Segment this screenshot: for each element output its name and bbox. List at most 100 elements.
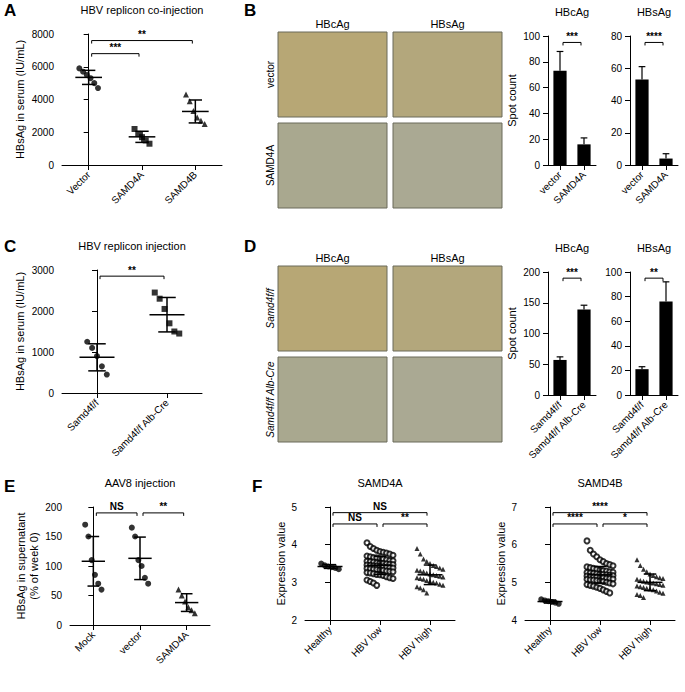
svg-text:50: 50	[51, 590, 63, 601]
svg-text:HBV replicon co-injection: HBV replicon co-injection	[81, 4, 204, 16]
svg-text:****: ****	[592, 501, 608, 512]
svg-text:****: ****	[567, 512, 583, 523]
svg-text:vector: vector	[117, 629, 144, 656]
svg-text:20: 20	[611, 127, 623, 138]
svg-text:HBcAg: HBcAg	[315, 18, 349, 30]
svg-text:HBV high: HBV high	[396, 624, 434, 662]
svg-text:SAMD4A: SAMD4A	[551, 169, 588, 206]
svg-text:HBsAg: HBsAg	[637, 242, 671, 254]
svg-text:2: 2	[291, 615, 297, 626]
svg-text:SAMD4B: SAMD4B	[162, 169, 199, 206]
svg-text:E: E	[4, 477, 15, 496]
svg-text:20: 20	[529, 134, 541, 145]
svg-text:100: 100	[45, 561, 62, 572]
svg-text:2000: 2000	[32, 306, 55, 317]
svg-text:8000: 8000	[32, 29, 55, 40]
svg-text:SAMD4B: SAMD4B	[577, 477, 622, 489]
svg-text:B: B	[244, 1, 256, 20]
svg-text:HBV high: HBV high	[616, 624, 654, 662]
svg-text:0: 0	[48, 388, 54, 399]
svg-text:Expression value: Expression value	[275, 522, 287, 606]
svg-text:200: 200	[523, 267, 540, 278]
svg-text:HBcAg: HBcAg	[555, 242, 589, 254]
svg-text:*: *	[623, 512, 627, 523]
svg-text:***: ***	[566, 267, 578, 278]
svg-text:80: 80	[611, 291, 623, 302]
svg-text:7: 7	[511, 502, 517, 513]
svg-text:Expression value: Expression value	[495, 522, 507, 606]
svg-text:Mock: Mock	[73, 629, 98, 654]
svg-text:5: 5	[511, 577, 517, 588]
svg-text:100: 100	[605, 267, 622, 278]
svg-text:vector: vector	[265, 60, 276, 88]
svg-text:HBcAg: HBcAg	[315, 252, 349, 264]
svg-text:100: 100	[523, 31, 540, 42]
svg-text:NS: NS	[110, 501, 124, 512]
svg-text:HBsAg: HBsAg	[430, 252, 464, 264]
svg-text:Healthy: Healthy	[522, 624, 554, 656]
svg-text:SAMD4A: SAMD4A	[265, 145, 276, 186]
svg-text:Spot count: Spot count	[506, 74, 518, 127]
svg-text:4: 4	[511, 615, 517, 626]
svg-text:SAMD4A: SAMD4A	[109, 169, 146, 206]
svg-text:NS: NS	[373, 501, 387, 512]
svg-text:Spot count: Spot count	[506, 307, 518, 360]
svg-text:HBsAg in serum (IU/mL): HBsAg in serum (IU/mL)	[14, 40, 26, 159]
svg-text:HBV replicon injection: HBV replicon injection	[78, 240, 186, 252]
svg-text:Samd4f/f Alb-Cre: Samd4f/f Alb-Cre	[265, 361, 276, 438]
svg-text:F: F	[252, 477, 262, 496]
svg-text:1000: 1000	[32, 347, 55, 358]
svg-text:4: 4	[291, 539, 297, 550]
svg-text:HBsAg: HBsAg	[637, 6, 671, 18]
svg-text:SAMD4A: SAMD4A	[154, 629, 191, 666]
svg-text:HBsAg in serum (IU/mL): HBsAg in serum (IU/mL)	[14, 272, 26, 391]
svg-text:0: 0	[616, 390, 622, 401]
svg-text:Samd4f/f Alb-Cre: Samd4f/f Alb-Cre	[109, 397, 171, 459]
svg-text:20: 20	[611, 365, 623, 376]
svg-text:**: **	[128, 265, 136, 276]
svg-text:SAMD4A: SAMD4A	[357, 477, 403, 489]
svg-text:Samd4f/f: Samd4f/f	[265, 287, 276, 328]
svg-text:6000: 6000	[32, 61, 55, 72]
svg-text:0: 0	[48, 160, 54, 171]
svg-text:200: 200	[45, 502, 62, 513]
svg-text:0: 0	[616, 160, 622, 171]
svg-text:4000: 4000	[32, 94, 55, 105]
svg-text:A: A	[4, 1, 16, 20]
svg-text:**: **	[650, 267, 658, 278]
svg-text:80: 80	[529, 56, 541, 67]
svg-text:0: 0	[534, 160, 540, 171]
svg-text:**: **	[138, 29, 146, 40]
svg-text:Samd4f/f Alb-Cre: Samd4f/f Alb-Cre	[526, 399, 588, 461]
svg-text:0: 0	[534, 390, 540, 401]
svg-text:Samd4f/f: Samd4f/f	[65, 397, 101, 433]
svg-text:3: 3	[291, 577, 297, 588]
svg-text:HBV low: HBV low	[349, 624, 384, 659]
svg-text:6: 6	[511, 539, 517, 550]
svg-text:60: 60	[611, 316, 623, 327]
svg-text:HBsAg: HBsAg	[430, 18, 464, 30]
svg-text:SAMD4A: SAMD4A	[633, 169, 670, 206]
svg-text:60: 60	[529, 82, 541, 93]
svg-text:Vector: Vector	[65, 169, 93, 197]
svg-text:0: 0	[56, 620, 62, 631]
svg-text:Samd4f/f Alb-Cre: Samd4f/f Alb-Cre	[608, 399, 670, 461]
svg-text:HBsAg in supernatant: HBsAg in supernatant	[15, 512, 27, 619]
svg-text:40: 40	[529, 108, 541, 119]
svg-text:HBcAg: HBcAg	[555, 6, 589, 18]
svg-text:HBV low: HBV low	[569, 624, 604, 659]
svg-text:50: 50	[529, 359, 541, 370]
svg-text:NS: NS	[348, 512, 362, 523]
svg-text:***: ***	[109, 42, 121, 53]
svg-text:150: 150	[523, 297, 540, 308]
svg-text:80: 80	[611, 31, 623, 42]
svg-text:(% of week 0): (% of week 0)	[28, 532, 40, 599]
svg-text:D: D	[244, 237, 256, 256]
svg-text:60: 60	[611, 63, 623, 74]
svg-text:150: 150	[45, 531, 62, 542]
svg-text:****: ****	[646, 31, 662, 42]
svg-text:2000: 2000	[32, 127, 55, 138]
svg-text:C: C	[4, 237, 16, 256]
svg-text:40: 40	[611, 340, 623, 351]
svg-text:**: **	[401, 512, 409, 523]
